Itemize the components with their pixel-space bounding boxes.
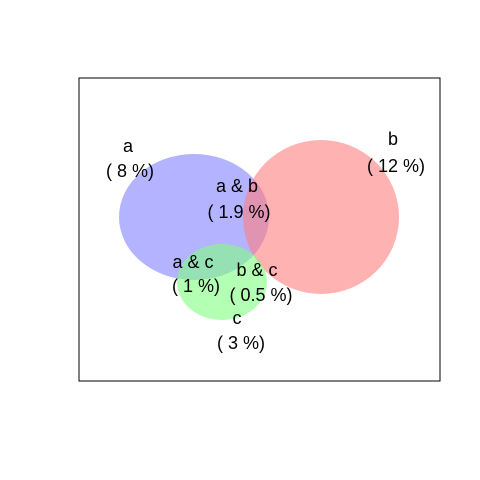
set-b-percent: ( 12 %) (367, 156, 425, 176)
plot-frame (78, 77, 441, 382)
set-b-ellipse (243, 140, 399, 294)
intersection-bc-name: b & c (236, 260, 277, 280)
intersection-ab-name: a & b (216, 176, 258, 196)
set-b-name: b (388, 129, 398, 149)
intersection-ab-percent: ( 1.9 %) (207, 202, 270, 222)
set-c-percent: ( 3 %) (217, 333, 265, 353)
intersection-bc-percent: ( 0.5 %) (229, 285, 292, 305)
set-a-name: a (123, 136, 134, 156)
intersection-ac-name: a & c (172, 252, 213, 272)
set-c-ellipse (177, 244, 267, 320)
set-a-percent: ( 8 %) (106, 161, 154, 181)
set-c-name: c (233, 308, 242, 328)
intersection-ac-percent: ( 1 %) (172, 276, 220, 296)
